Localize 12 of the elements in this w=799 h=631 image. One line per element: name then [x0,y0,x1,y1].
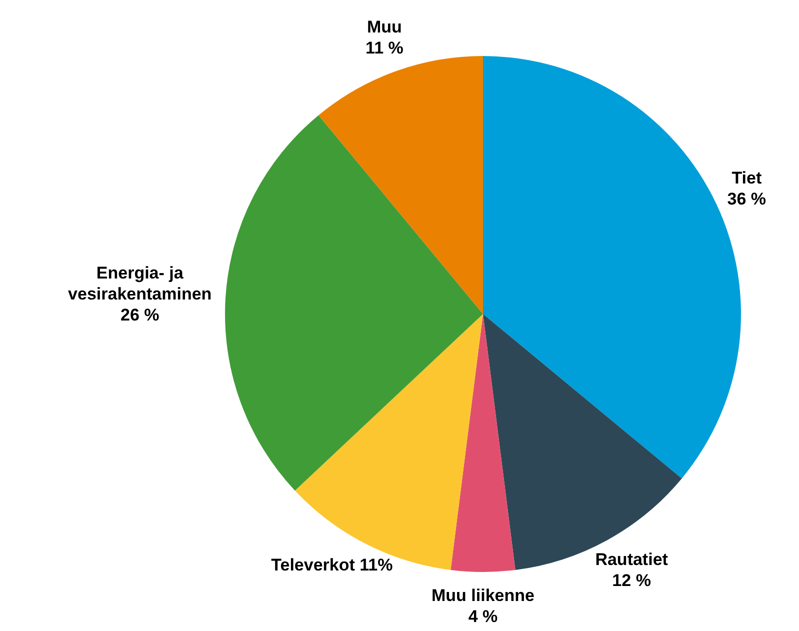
data-label: 11% [360,555,393,574]
slice-label: Rautatiet [595,550,668,569]
data-label: 11 % [366,38,404,58]
slice-label: Energia- ja vesirakentaminen [68,264,212,304]
slice-label: Tiet [732,168,762,188]
slice-label: Muu liikenne [432,586,534,606]
data-label: 26 % [120,306,160,325]
slice-label: Muu [366,18,402,37]
data-label: 36 % [727,189,766,208]
data-label: 4 % [468,607,498,626]
data-label: 12 % [612,570,651,590]
slice-label: Televerkot [271,555,360,574]
